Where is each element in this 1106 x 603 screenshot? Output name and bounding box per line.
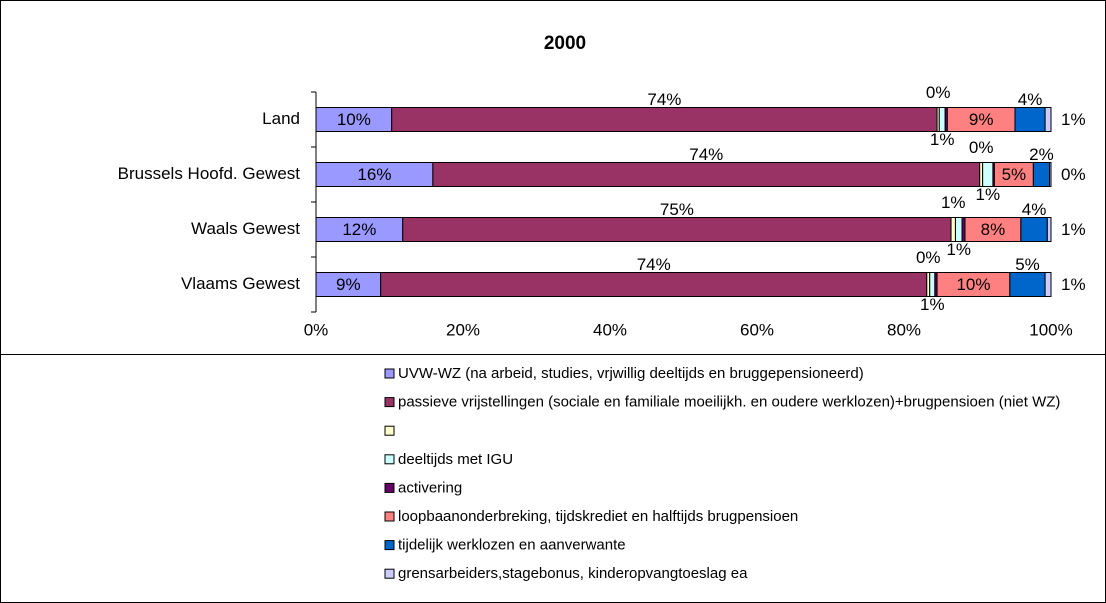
bar-segment — [929, 272, 936, 297]
data-label: 1% — [920, 295, 945, 314]
data-label: 74% — [647, 90, 681, 109]
legend-label: UVW-WZ (na arbeid, studies, vrjwillig de… — [398, 365, 864, 382]
bar-segment — [938, 107, 946, 132]
data-label: 12% — [342, 220, 376, 239]
data-label: 1% — [1061, 220, 1086, 239]
bar-segment — [432, 162, 981, 187]
data-label: 9% — [336, 275, 361, 294]
data-label: 1% — [1061, 110, 1086, 129]
data-label: 1% — [976, 185, 1001, 204]
data-label: 5% — [1002, 165, 1027, 184]
bar-segment — [936, 272, 1011, 297]
x-tick-label: 0% — [304, 320, 329, 339]
legend-swatch — [384, 482, 395, 493]
bar-segment — [391, 107, 938, 132]
bar-segment — [315, 162, 434, 187]
legend-label: deeltijds met IGU — [398, 451, 513, 468]
bar-segment — [1032, 162, 1051, 187]
legend-swatch — [384, 425, 395, 436]
data-label: 1% — [941, 193, 966, 212]
y-tick-label: Waals Gewest — [191, 219, 300, 238]
data-label: 1% — [946, 240, 971, 259]
data-label: 4% — [1022, 200, 1047, 219]
data-label: 1% — [930, 130, 955, 149]
bar-segment — [1046, 217, 1052, 242]
data-label: 10% — [337, 110, 371, 129]
bar-segment — [402, 217, 952, 242]
data-label: 4% — [1018, 90, 1043, 109]
bar-segment — [1014, 107, 1046, 132]
bar-segment — [1044, 107, 1052, 132]
y-tick-label: Brussels Hoofd. Gewest — [118, 164, 301, 183]
data-label: 8% — [981, 220, 1006, 239]
legend-label: tijdelijk werklozen en aanverwante — [398, 537, 626, 554]
y-tick-label: Vlaams Gewest — [181, 274, 300, 293]
bar-segment — [982, 162, 994, 187]
data-label: 2% — [1029, 145, 1054, 164]
data-label: 10% — [956, 275, 990, 294]
y-tick-label: Land — [262, 109, 300, 128]
data-label: 1% — [1061, 275, 1086, 294]
legend-label: passieve vrijstellingen (sociale en fami… — [398, 394, 1060, 411]
bar-segment — [315, 217, 404, 242]
legend-swatch — [384, 568, 395, 579]
x-tick-label: 60% — [740, 320, 774, 339]
legend-swatch — [384, 454, 395, 465]
data-label: 0% — [1061, 165, 1086, 184]
data-label: 16% — [357, 165, 391, 184]
bar-segment — [1044, 272, 1052, 297]
x-tick-label: 80% — [887, 320, 921, 339]
data-label: 5% — [1015, 255, 1040, 274]
x-tick-label: 100% — [1029, 320, 1072, 339]
data-label: 0% — [926, 83, 951, 102]
legend-label: activering — [398, 479, 462, 496]
chart-title: 2000 — [544, 33, 586, 54]
x-tick-label: 40% — [593, 320, 627, 339]
bar-segment — [950, 217, 956, 242]
data-label: 74% — [689, 145, 723, 164]
bar-segment — [380, 272, 928, 297]
legend-label: grensarbeiders,stagebonus, kinderopvangt… — [398, 565, 748, 582]
bar-segment — [954, 217, 963, 242]
data-label: 0% — [916, 248, 941, 267]
x-tick-label: 20% — [446, 320, 480, 339]
legend-label: loopbaanonderbreking, tijdskrediet en ha… — [398, 508, 798, 525]
legend-swatch — [384, 397, 395, 408]
bar-segment — [315, 107, 393, 132]
data-label: 9% — [969, 110, 994, 129]
bar-segment — [1009, 272, 1046, 297]
bar-segment — [1020, 217, 1048, 242]
legend-swatch — [384, 368, 395, 379]
data-label: 75% — [660, 200, 694, 219]
legend-swatch — [384, 511, 395, 522]
bar-segment — [1049, 162, 1052, 187]
data-label: 0% — [969, 138, 994, 157]
legend-swatch — [384, 540, 395, 551]
bar-segment — [964, 217, 1022, 242]
data-label: 74% — [637, 255, 671, 274]
